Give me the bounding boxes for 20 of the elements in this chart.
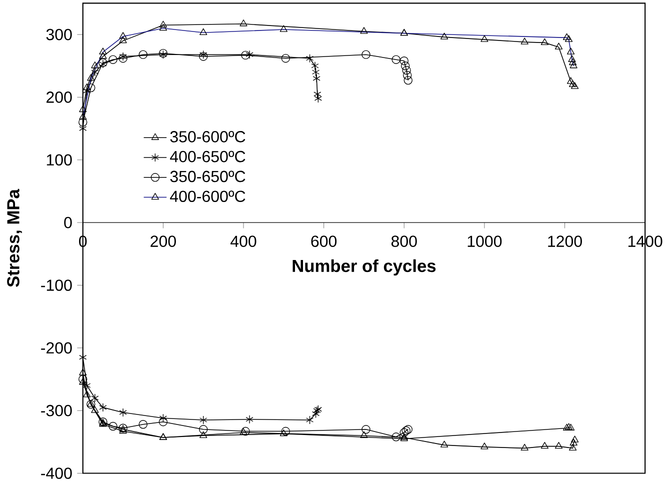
x-axis-title: Number of cycles [292, 259, 436, 276]
y-tick-label: -200 [41, 342, 72, 354]
x-tick-label: 1000 [468, 236, 502, 247]
legend-label: 350-650ºC [170, 170, 246, 182]
y-tick-label: -100 [41, 280, 72, 291]
x-tick-label: 400 [230, 236, 256, 247]
y-tick-label: 0 [64, 216, 72, 228]
legend-label: 350-600ºC [170, 131, 246, 142]
y-tick-label: 300 [46, 28, 72, 40]
y-tick-label: -400 [41, 468, 72, 479]
legend-label: 400-600ºC [170, 190, 246, 202]
x-tick-label: 600 [311, 236, 337, 247]
y-tick-label: -300 [41, 404, 72, 416]
x-tick-label: 200 [150, 236, 176, 247]
y-tick-label: 100 [46, 154, 72, 166]
x-tick-label: 1200 [548, 236, 582, 247]
x-tick-label: 800 [391, 236, 417, 247]
y-axis-title: Stress, MPa [7, 188, 22, 287]
legend-label: 400-650ºC [170, 150, 246, 162]
y-tick-label: 200 [46, 92, 72, 103]
